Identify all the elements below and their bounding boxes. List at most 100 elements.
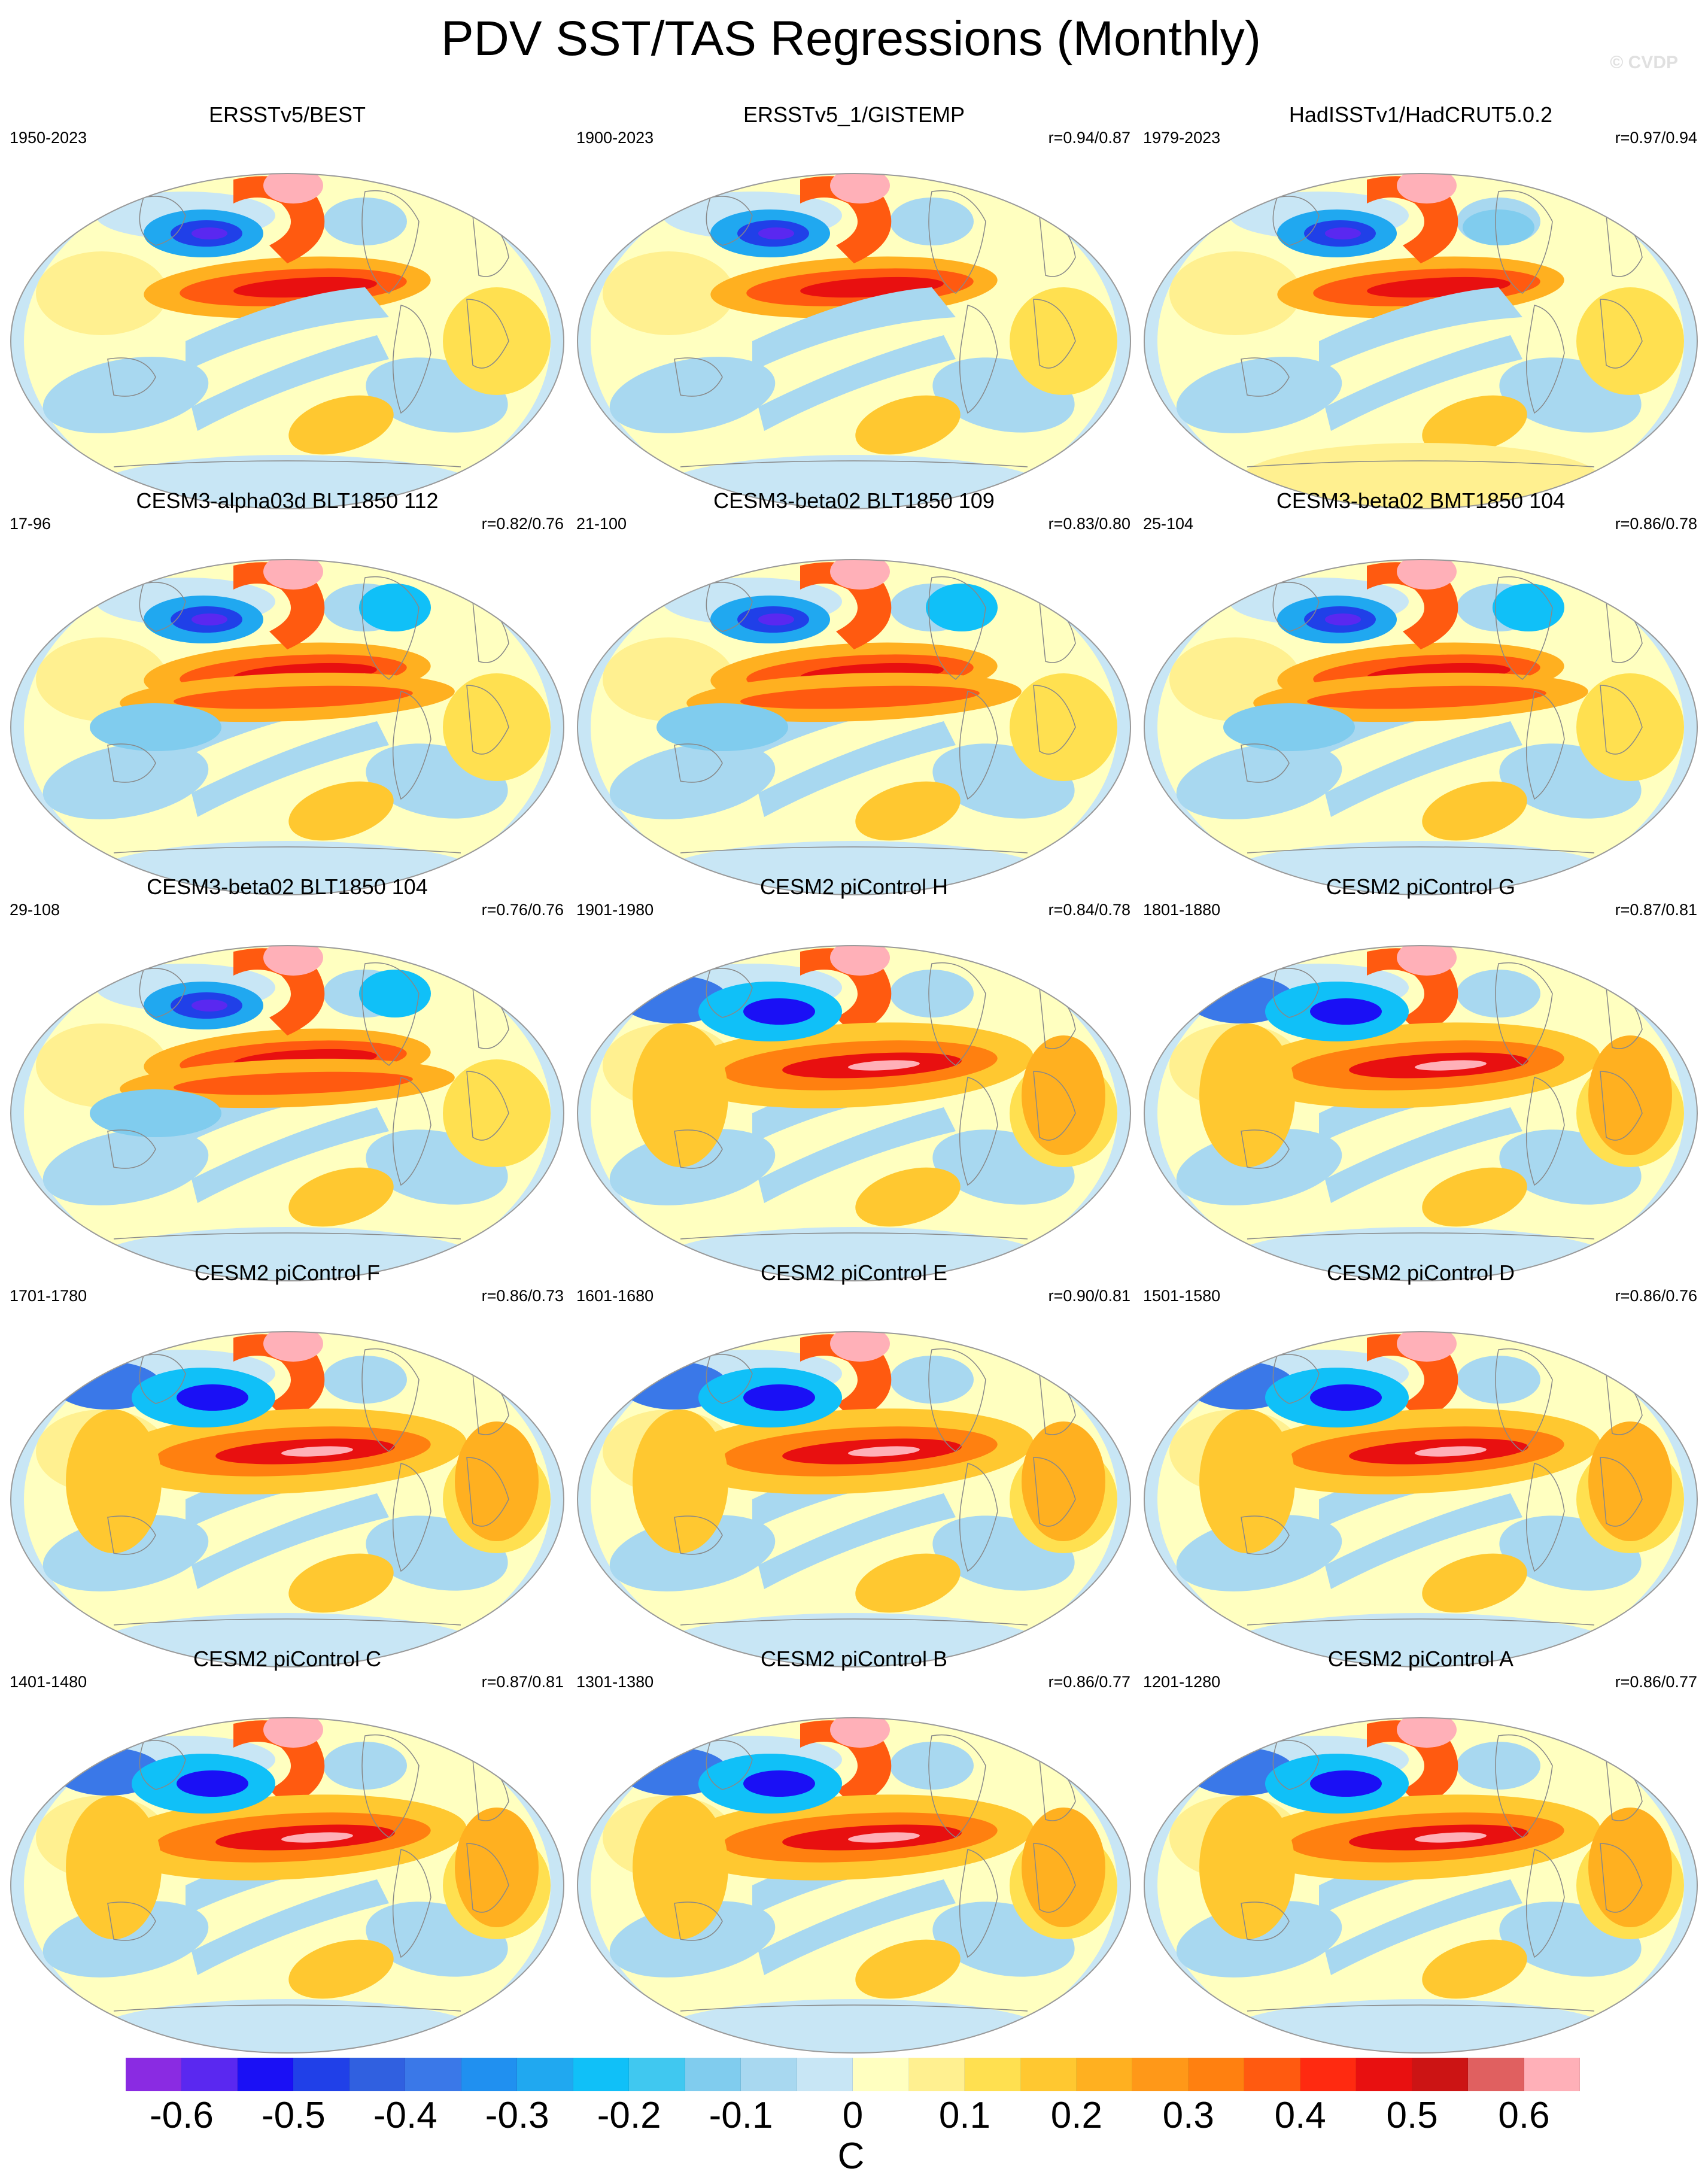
regression-map [10, 1331, 564, 1667]
map-border [10, 1331, 564, 1667]
coastline [1241, 1129, 1290, 1169]
anomaly-region [830, 1718, 890, 1748]
colorbar-tick-label: -0.5 [261, 2095, 326, 2136]
panel-title: CESM3-beta02 BLT1850 104 [147, 874, 428, 899]
anomaly-region [591, 560, 1117, 895]
map-border [1144, 1717, 1698, 2054]
anomaly-region [758, 1493, 956, 1589]
regression-map [1144, 1331, 1698, 1667]
panel-correlation: r=0.86/0.77 [1615, 1673, 1697, 1691]
panel-correlation: r=0.82/0.76 [481, 515, 564, 533]
anomaly-region [758, 227, 794, 239]
anomaly-region [1397, 174, 1457, 203]
coastline [674, 1901, 723, 1941]
coastline [392, 691, 431, 800]
anomaly-region [1588, 1035, 1672, 1155]
coastline [139, 1740, 186, 1790]
anomaly-region [758, 721, 956, 817]
anomaly-region [24, 174, 551, 509]
anomaly-region [855, 1939, 961, 1999]
coastline [1247, 460, 1595, 467]
coastline [1600, 1457, 1643, 1527]
anomaly-region [609, 743, 776, 819]
anomaly-region [90, 1613, 485, 1667]
colorbar-tick-label: 0 [842, 2095, 864, 2136]
anomaly-region [1010, 287, 1117, 395]
panel-correlation: r=0.94/0.87 [1048, 129, 1130, 147]
coastline [706, 1354, 753, 1404]
anomaly-region [1422, 781, 1527, 841]
anomaly-region [1576, 287, 1684, 395]
coastline [1247, 1232, 1595, 1240]
anomaly-region [657, 1227, 1051, 1281]
anomaly-region [90, 455, 485, 509]
coastline [680, 460, 1028, 467]
coastline [361, 962, 420, 1066]
anomaly-region [1157, 560, 1684, 895]
map-panel: CESM2 piControl G 1801-1880 r=0.87/0.81 [1139, 874, 1702, 1293]
colorbar-swatch [126, 2058, 182, 2091]
anomaly-region [633, 1796, 728, 1939]
anomaly-region [1310, 1384, 1382, 1411]
coastline [928, 1734, 986, 1838]
panel-correlation: r=0.86/0.76 [1615, 1287, 1697, 1305]
anomaly-region [288, 1939, 394, 1999]
anomaly-region [443, 287, 551, 395]
coastline [107, 357, 156, 397]
coastline [1272, 582, 1320, 632]
anomaly-region [323, 1356, 407, 1404]
panel-correlation: r=0.76/0.76 [481, 901, 564, 919]
panel-correlation: r=0.87/0.81 [1615, 901, 1697, 919]
anomaly-region [830, 946, 890, 976]
anomaly-region [263, 1332, 323, 1362]
coastline [674, 357, 723, 397]
panel-title: CESM3-beta02 BLT1850 109 [713, 488, 995, 513]
anomaly-region [1325, 613, 1361, 625]
anomaly-region [1397, 560, 1457, 590]
anomaly-region [830, 560, 890, 590]
anomaly-region [890, 970, 974, 1017]
anomaly-region [758, 1879, 956, 1975]
anomaly-region [855, 395, 961, 455]
panel-title: CESM2 piControl D [1326, 1260, 1515, 1285]
anomaly-region [288, 1167, 394, 1227]
coastline [1495, 1348, 1553, 1452]
colorbar-tick-label: 0.3 [1162, 2095, 1214, 2136]
colorbar-swatch [1356, 2058, 1412, 2091]
panel-period: 1979-2023 [1143, 129, 1221, 147]
colorbar-swatch [741, 2058, 797, 2091]
anomaly-region [1319, 287, 1522, 371]
colorbar-swatch [1524, 2058, 1581, 2091]
anomaly-region [323, 1742, 407, 1790]
anomaly-region [192, 335, 389, 431]
anomaly-region [926, 584, 998, 631]
coastline [113, 846, 461, 853]
panel-period: 1201-1280 [1143, 1673, 1221, 1691]
anomaly-region [1325, 1879, 1522, 1975]
anomaly-region [42, 1129, 209, 1205]
anomaly-region [830, 174, 890, 203]
coastline [361, 190, 420, 294]
anomaly-region [192, 1493, 389, 1589]
coastline [1600, 1071, 1643, 1141]
coastline [361, 1734, 420, 1838]
anomaly-region [263, 1718, 323, 1748]
anomaly-region [657, 455, 1051, 509]
anomaly-region [848, 1832, 920, 1843]
anomaly-region [758, 335, 956, 431]
coastline [959, 305, 998, 414]
anomaly-region [1422, 1167, 1527, 1227]
anomaly-region [1325, 721, 1522, 817]
map-panel: CESM2 piControl B 1301-1380 r=0.86/0.77 [573, 1646, 1135, 2065]
coastline [706, 582, 753, 632]
coastline [1525, 1849, 1565, 1958]
colorbar-swatch [629, 2058, 685, 2091]
anomaly-region [177, 1384, 248, 1411]
map-border [10, 1717, 564, 2054]
coastline [1272, 968, 1320, 1018]
coastline [113, 1618, 461, 1626]
anomaly-region [443, 673, 551, 781]
coastline [959, 1463, 998, 1572]
panel-correlation: r=0.86/0.73 [481, 1287, 564, 1305]
colorbar-swatch [405, 2058, 461, 2091]
